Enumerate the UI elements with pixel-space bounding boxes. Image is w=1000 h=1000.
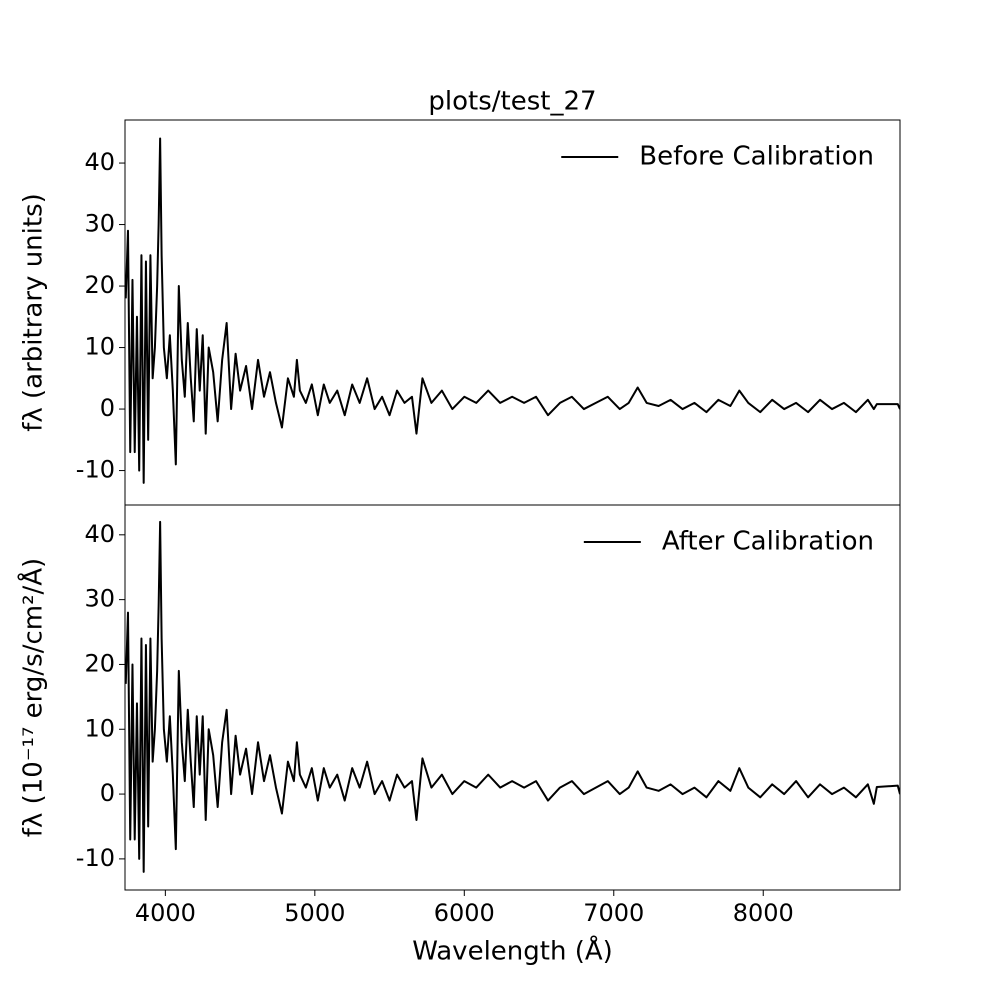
y-tick-label: 10 [84, 714, 115, 742]
x-axis-label: Wavelength (Å) [412, 935, 613, 967]
y-axis-label: fλ (10⁻¹⁷ erg/s/cm²/Å) [17, 558, 49, 837]
y-tick-label: 10 [84, 333, 115, 361]
y-tick-label: -10 [76, 844, 115, 872]
x-tick-label: 7000 [583, 899, 644, 927]
chart-title: plots/test_27 [428, 87, 596, 117]
spectrum-line [125, 520, 900, 873]
x-tick-label: 8000 [733, 899, 794, 927]
x-tick-label: 6000 [434, 899, 495, 927]
legend-label: After Calibration [662, 527, 874, 557]
x-tick-label: 5000 [284, 899, 345, 927]
y-tick-label: 0 [100, 779, 115, 807]
legend-label: Before Calibration [639, 142, 874, 172]
y-tick-label: 20 [84, 649, 115, 677]
axes-frame [124, 119, 901, 506]
y-tick-label: 30 [84, 210, 115, 238]
y-tick-label: 30 [84, 585, 115, 613]
x-tick-label: 4000 [135, 899, 196, 927]
axes-frame [124, 504, 901, 891]
y-tick-label: 20 [84, 271, 115, 299]
spectrum-line [125, 137, 900, 484]
y-tick-label: 0 [100, 394, 115, 422]
y-tick-label: 40 [84, 520, 115, 548]
y-tick-label: -10 [76, 456, 115, 484]
y-axis-label: fλ (arbitrary units) [19, 193, 49, 432]
y-tick-label: 40 [84, 148, 115, 176]
